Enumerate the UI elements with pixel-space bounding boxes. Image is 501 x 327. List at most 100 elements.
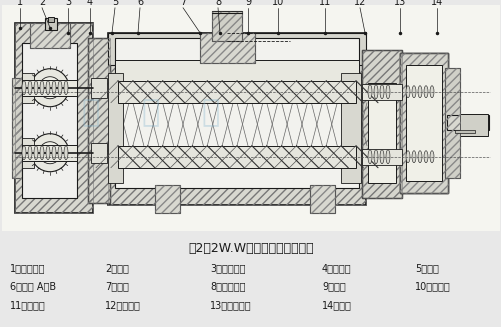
Ellipse shape [39,77,61,99]
Ellipse shape [46,81,50,95]
Bar [108,33,365,65]
Ellipse shape [40,146,44,160]
Ellipse shape [405,151,409,163]
Bar [444,68,459,178]
Ellipse shape [46,149,54,157]
Bar [88,38,110,203]
Bar [45,18,57,30]
Bar [22,145,77,161]
Bar [361,84,401,100]
Bar [454,130,474,133]
Ellipse shape [58,81,62,95]
Text: 2: 2 [39,0,45,7]
Ellipse shape [405,86,409,98]
Text: 7: 7 [179,0,186,7]
Ellipse shape [373,85,377,99]
Ellipse shape [373,150,377,164]
Ellipse shape [385,85,389,99]
Ellipse shape [64,81,68,95]
Bar [15,23,93,213]
Text: 6、螺套 A、B: 6、螺套 A、B [10,282,56,292]
Bar [48,17,54,22]
Bar [22,138,34,168]
Bar [361,50,401,198]
Text: 8、调节螺栓: 8、调节螺栓 [209,282,245,292]
Bar [91,78,107,98]
Ellipse shape [379,150,383,164]
Bar [155,185,180,213]
Text: 1: 1 [17,0,23,7]
Bar [211,11,241,41]
Bar [30,23,70,48]
Ellipse shape [34,81,38,95]
Ellipse shape [429,86,433,98]
Bar [108,33,365,205]
Bar [459,114,487,136]
Ellipse shape [367,150,371,164]
Bar [115,60,358,85]
Ellipse shape [423,86,427,98]
Text: 10: 10 [272,0,284,7]
Text: 泵: 泵 [141,99,159,128]
Bar [118,81,355,103]
Ellipse shape [411,151,415,163]
Ellipse shape [411,86,415,98]
Ellipse shape [64,146,68,160]
Ellipse shape [58,146,62,160]
Ellipse shape [46,146,50,160]
Ellipse shape [39,142,61,164]
Bar [361,149,401,165]
Text: 6: 6 [137,0,143,7]
Text: 9、衬套: 9、衬套 [321,282,345,292]
Bar [22,80,77,96]
Text: 网: 网 [201,99,219,128]
Ellipse shape [385,150,389,164]
Text: 12: 12 [353,0,365,7]
Bar [115,38,358,188]
Bar [446,115,488,130]
Bar [405,65,441,181]
Bar [108,33,365,205]
Bar [22,73,34,103]
Bar [399,53,447,193]
Bar [211,11,241,41]
Text: 3、滚动轴承: 3、滚动轴承 [209,263,245,273]
Bar [15,23,93,213]
Bar [310,185,334,213]
Text: 5: 5 [112,0,118,7]
Text: 14、压盖: 14、压盖 [321,300,351,310]
Bar [199,33,255,63]
Ellipse shape [429,151,433,163]
Text: 4、后支架: 4、后支架 [321,263,351,273]
Text: 10、主动轴: 10、主动轴 [414,282,450,292]
Text: 沪: 沪 [81,99,99,128]
Text: 2、齿轮: 2、齿轮 [105,263,129,273]
Text: 13: 13 [393,0,405,7]
Bar [340,73,360,183]
Bar [444,68,459,178]
Text: 1、齿轮箱盖: 1、齿轮箱盖 [10,263,46,273]
Ellipse shape [22,146,26,160]
Bar [91,143,107,163]
Text: 5、密封: 5、密封 [414,263,438,273]
Ellipse shape [423,151,427,163]
Text: 14: 14 [430,0,442,7]
Ellipse shape [31,69,69,107]
Ellipse shape [34,146,38,160]
Text: 13、滚动轴承: 13、滚动轴承 [209,300,251,310]
Bar [30,23,70,48]
Bar [22,43,77,198]
Bar [118,146,355,168]
Bar [12,78,22,178]
Text: 11、前支架: 11、前支架 [10,300,46,310]
Ellipse shape [52,146,56,160]
Bar [199,33,255,63]
Ellipse shape [31,134,69,172]
Bar [155,185,180,213]
Ellipse shape [417,151,421,163]
Ellipse shape [22,81,26,95]
Ellipse shape [28,146,32,160]
Ellipse shape [46,84,54,92]
Text: 4: 4 [87,0,93,7]
Text: 9: 9 [244,0,250,7]
